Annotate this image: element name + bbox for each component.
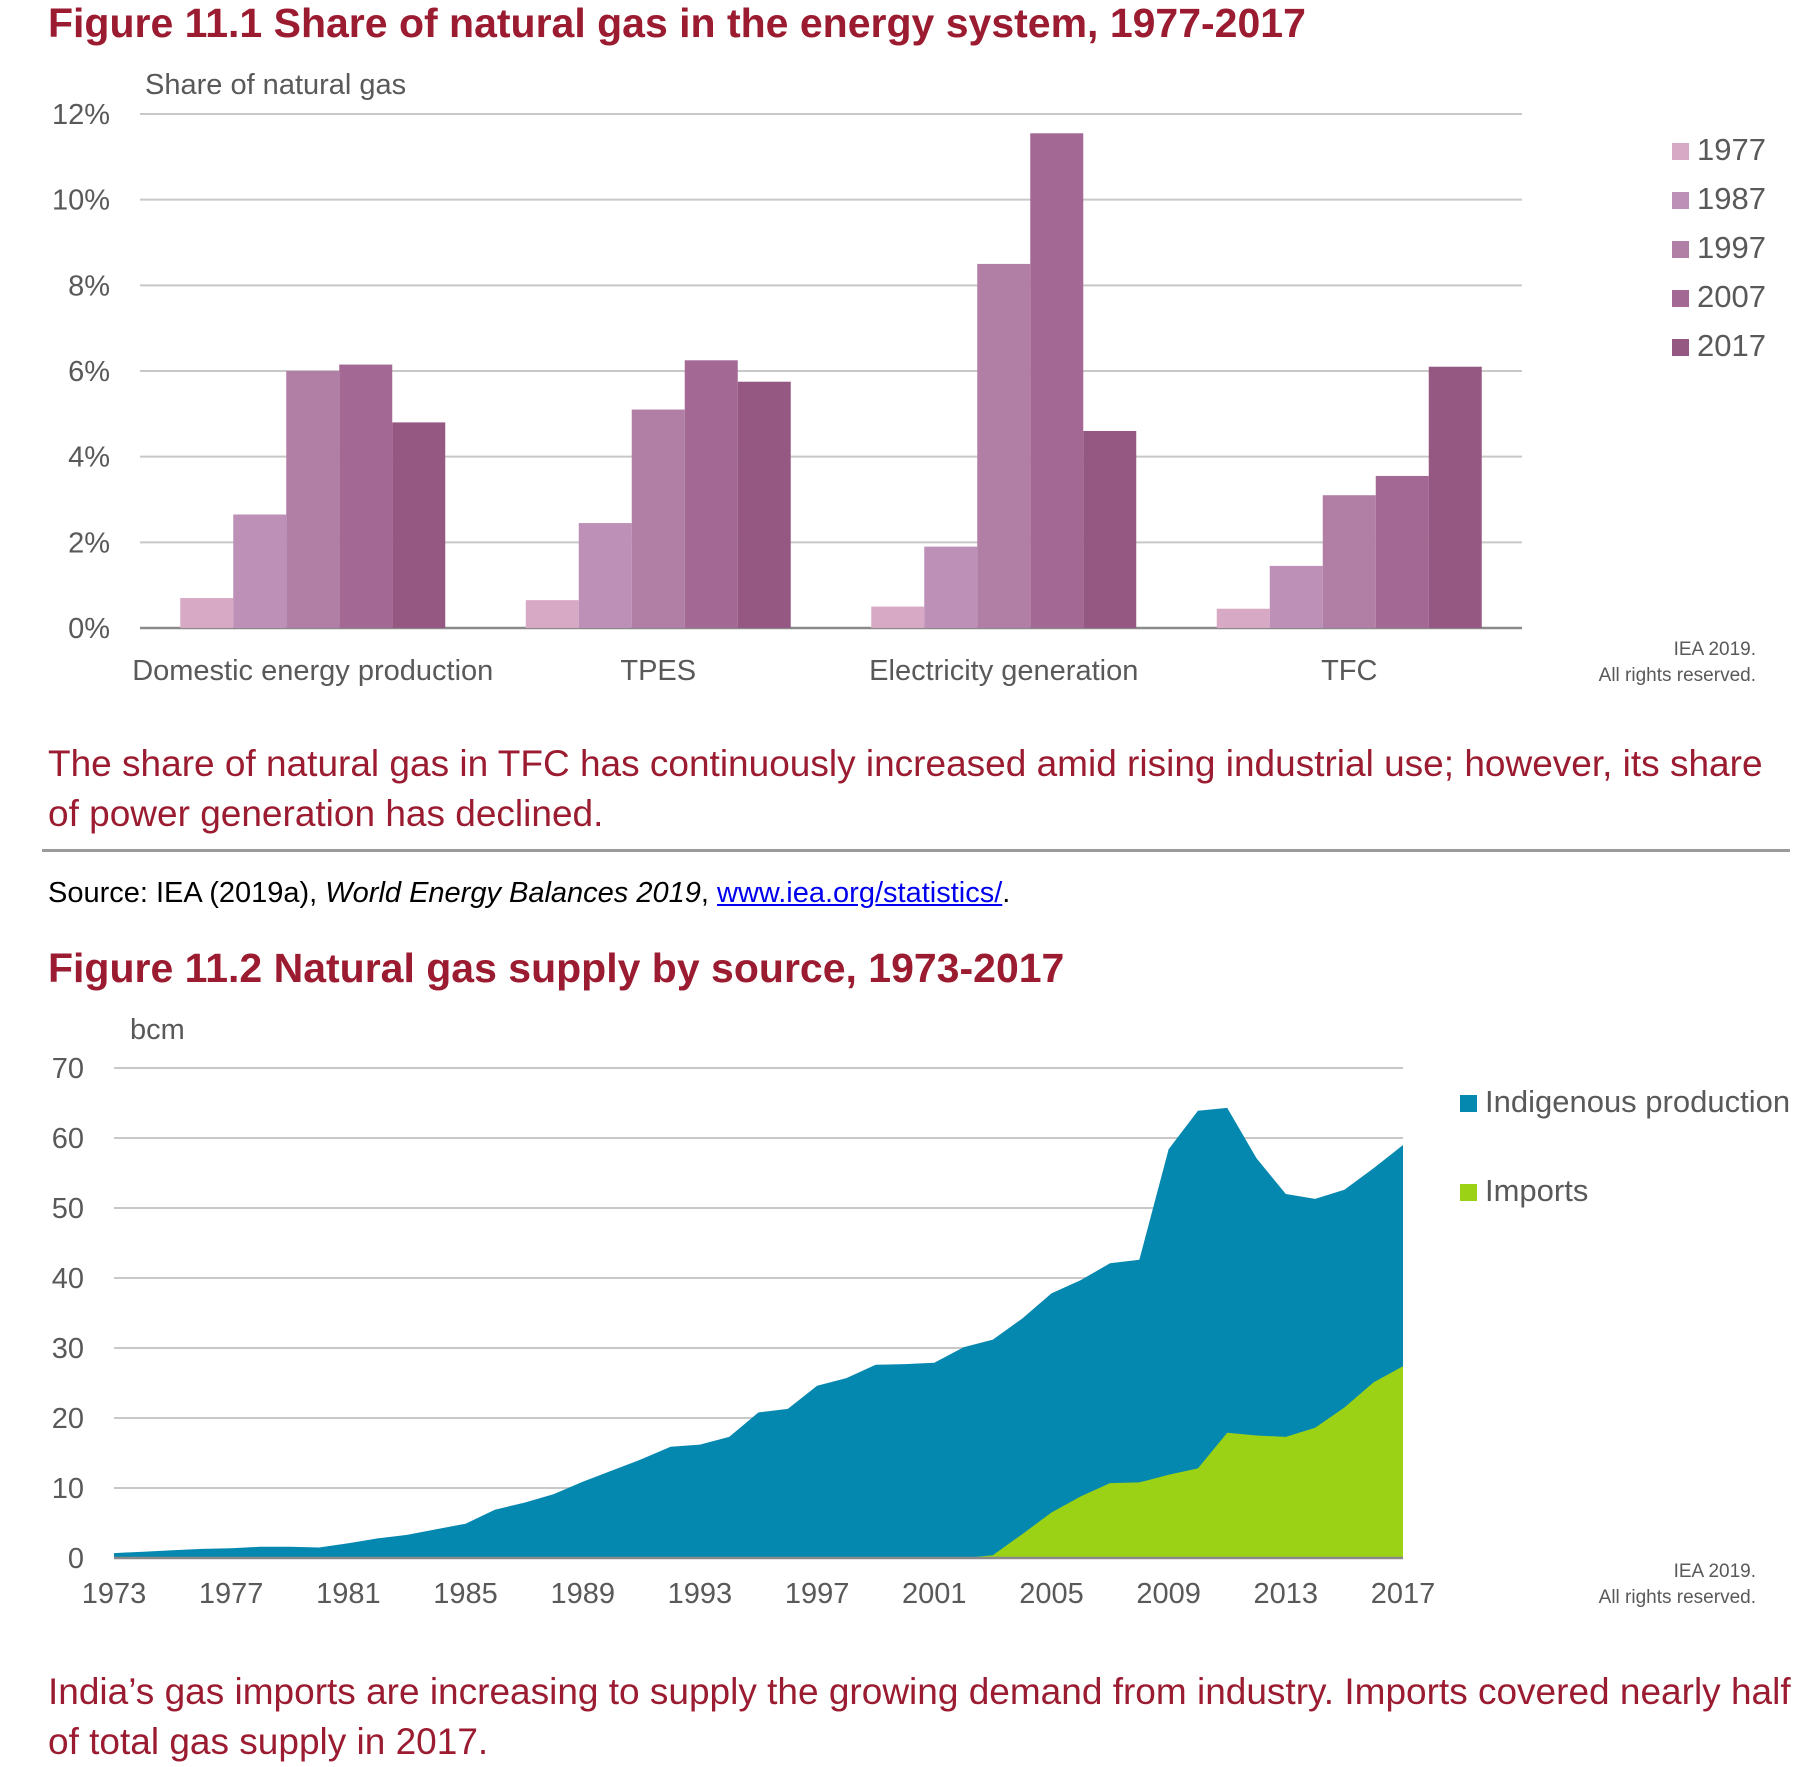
x-tick-label: 2001 <box>902 1578 967 1610</box>
y-tick-label: 8% <box>68 270 110 302</box>
bar <box>339 364 393 628</box>
y-tick-label: 10% <box>52 185 110 217</box>
figure-2-caption: India’s gas imports are increasing to su… <box>48 1671 1791 1762</box>
bar <box>871 606 925 628</box>
x-category-label: TPES <box>620 655 696 687</box>
bar <box>525 600 579 628</box>
x-tick-labels: 1973 1977 1981 1985 1989 1993 1997 2001 2005 2009… <box>82 1578 1436 1610</box>
area-indigenous-production <box>114 1107 1403 1558</box>
y-tick-label: 12% <box>52 99 110 131</box>
figure-2-area-chart: 0 10 20 30 40 50 60 70 bcm 1973 1977 1981 1985 1989… <box>52 1014 1790 1610</box>
y-tick-label: 4% <box>68 442 110 474</box>
x-tick-label: 1985 <box>433 1578 498 1610</box>
bar <box>233 514 287 628</box>
source-suffix: . <box>1002 877 1011 909</box>
x-tick-label: 2013 <box>1254 1578 1319 1610</box>
source-prefix: Source: IEA (2019a), <box>48 877 326 909</box>
y-tick-labels: 0 10 20 30 40 50 60 70 <box>52 1053 84 1575</box>
bar <box>1428 366 1482 628</box>
bar <box>578 523 632 628</box>
x-tick-label: 2005 <box>1019 1578 1084 1610</box>
y-tick-label: 0% <box>68 613 110 645</box>
x-tick-label: 1977 <box>199 1578 264 1610</box>
x-tick-label: 2009 <box>1136 1578 1201 1610</box>
y-tick-label: 6% <box>68 356 110 388</box>
y-tick-label: 70 <box>52 1053 84 1085</box>
source-note: Source: IEA (2019a), World Energy Balanc… <box>48 877 1010 910</box>
legend: 1977 1987 1997 2007 2017 <box>1672 132 1766 363</box>
legend-label: 1997 <box>1697 230 1766 265</box>
areas <box>114 1107 1403 1560</box>
credit-line-2: All rights reserved. <box>1599 1587 1756 1608</box>
legend-swatch <box>1672 241 1689 258</box>
x-tick-label: 2017 <box>1371 1578 1436 1610</box>
bar <box>1375 475 1429 628</box>
source-link[interactable]: www.iea.org/statistics/ <box>717 877 1003 909</box>
legend: Indigenous production Imports <box>1460 1084 1790 1208</box>
x-category-label: TFC <box>1321 655 1377 687</box>
bar <box>392 422 446 628</box>
y-tick-label: 30 <box>52 1333 84 1365</box>
y-tick-label: 40 <box>52 1263 84 1295</box>
y-axis-label: bcm <box>130 1014 185 1046</box>
y-tick-label: 60 <box>52 1123 84 1155</box>
x-tick-label: 1993 <box>668 1578 733 1610</box>
y-tick-labels: 0% 2% 4% 6% 8% 10% 12% <box>52 99 110 645</box>
legend-swatch <box>1672 192 1689 209</box>
legend-swatch <box>1672 143 1689 160</box>
bar <box>924 546 978 628</box>
figure-1-bar-chart: 0% 2% 4% 6% 8% 10% 12% Share of natural gas Do… <box>52 69 1766 687</box>
y-tick-label: 2% <box>68 527 110 559</box>
legend-swatch <box>1672 339 1689 356</box>
bar <box>286 371 340 628</box>
x-tick-label: 1973 <box>82 1578 147 1610</box>
source-separator: , <box>700 877 718 909</box>
bar <box>737 381 791 628</box>
bar <box>1322 495 1376 628</box>
bars <box>180 133 1482 628</box>
y-tick-label: 0 <box>68 1543 84 1575</box>
area-imports <box>114 1366 1403 1558</box>
bar <box>1216 608 1270 628</box>
legend-swatch <box>1460 1095 1477 1112</box>
legend-label: Imports <box>1485 1173 1588 1208</box>
bar <box>180 598 234 628</box>
y-tick-label: 50 <box>52 1193 84 1225</box>
legend-label: 1987 <box>1697 181 1766 216</box>
credit-line-2: All rights reserved. <box>1599 665 1756 686</box>
figure-1-title: Figure 11.1 Share of natural gas in the … <box>48 0 1306 46</box>
legend-label: 2007 <box>1697 279 1766 314</box>
y-tick-label: 10 <box>52 1473 84 1505</box>
figure-2-title: Figure 11.2 Natural gas supply by source… <box>48 945 1065 991</box>
section-divider <box>42 849 1790 852</box>
x-category-label: Electricity generation <box>869 655 1138 687</box>
legend-label: Indigenous production <box>1485 1084 1790 1119</box>
legend-label: 2017 <box>1697 328 1766 363</box>
bar <box>1030 133 1084 628</box>
legend-label: 1977 <box>1697 132 1766 167</box>
source-title: World Energy Balances 2019 <box>325 877 701 909</box>
credit-line-1: IEA 2019. <box>1674 639 1756 660</box>
credit-line-1: IEA 2019. <box>1674 1561 1756 1582</box>
x-category-label: Domestic energy production <box>132 655 493 687</box>
legend-swatch <box>1672 290 1689 307</box>
bar <box>684 360 738 628</box>
x-tick-label: 1981 <box>316 1578 381 1610</box>
bar <box>977 263 1031 628</box>
figure-1-caption: The share of natural gas in TFC has cont… <box>48 743 1763 834</box>
bar <box>1083 430 1137 628</box>
legend-swatch <box>1460 1184 1477 1201</box>
y-tick-label: 20 <box>52 1403 84 1435</box>
y-axis-label: Share of natural gas <box>145 69 406 101</box>
bar <box>631 409 685 628</box>
x-tick-label: 1989 <box>550 1578 615 1610</box>
bar <box>1269 565 1323 628</box>
x-tick-label: 1997 <box>785 1578 850 1610</box>
x-category-labels: Domestic energy production TPES Electricit… <box>132 655 1377 687</box>
